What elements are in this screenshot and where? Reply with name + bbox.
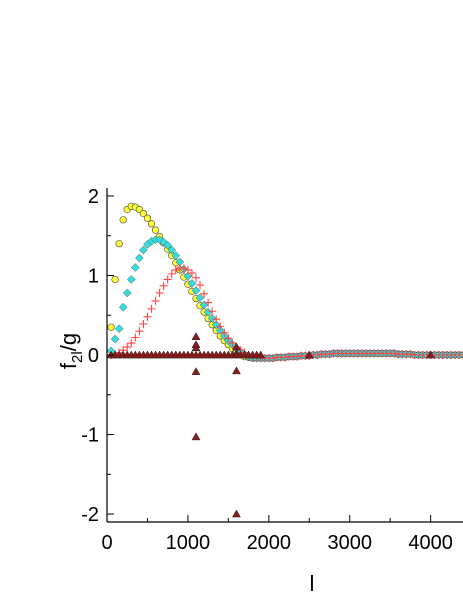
data-point xyxy=(167,269,176,278)
data-point xyxy=(313,351,322,359)
data-point xyxy=(171,251,181,260)
data-point xyxy=(390,349,399,358)
data-point xyxy=(224,334,233,343)
data-point xyxy=(256,350,266,359)
x-axis-title: l xyxy=(310,571,315,596)
data-point xyxy=(268,354,277,363)
data-point xyxy=(107,323,115,331)
y-tick-label: 0 xyxy=(88,345,99,367)
data-point xyxy=(163,240,173,250)
data-point xyxy=(212,315,221,324)
data-point xyxy=(183,265,192,274)
data-point xyxy=(191,286,201,295)
data-point xyxy=(131,333,140,342)
data-point xyxy=(179,264,188,273)
data-point xyxy=(200,289,209,298)
data-point xyxy=(183,271,193,281)
y-axis-title-tail: /g xyxy=(56,333,81,351)
data-point xyxy=(192,273,200,282)
data-point xyxy=(293,352,302,361)
data-point xyxy=(114,324,124,334)
axes xyxy=(106,188,463,523)
data-point xyxy=(139,209,148,218)
data-point xyxy=(159,281,168,290)
x-tick-label: 1000 xyxy=(166,532,211,554)
data-point xyxy=(232,366,241,375)
data-point xyxy=(232,509,241,518)
data-point xyxy=(304,350,314,359)
y-axis-title-sub: 2l xyxy=(69,351,86,363)
data-point xyxy=(123,343,132,352)
y-axis-title: f2l/g xyxy=(56,333,86,369)
data-point xyxy=(143,214,152,222)
data-point xyxy=(151,226,160,234)
data-point xyxy=(115,240,123,248)
data-point xyxy=(195,293,205,303)
x-tick-label: 2000 xyxy=(247,532,292,554)
data-point xyxy=(143,312,152,321)
data-point xyxy=(281,353,289,362)
data-point xyxy=(155,288,164,297)
data-point xyxy=(147,220,156,228)
data-point xyxy=(122,288,132,298)
data-point xyxy=(191,340,201,348)
data-point xyxy=(325,350,334,359)
data-point xyxy=(163,275,172,284)
data-point xyxy=(118,302,128,312)
y-tick-label: 1 xyxy=(88,265,99,287)
data-point xyxy=(406,350,415,359)
data-point xyxy=(191,367,201,375)
data-point xyxy=(139,245,148,255)
data-point xyxy=(191,332,201,340)
data-point xyxy=(216,322,225,331)
data-point xyxy=(171,265,180,274)
x-tick-label: 3000 xyxy=(327,532,372,554)
y-tick-label: 2 xyxy=(88,186,99,208)
data-point xyxy=(135,327,144,336)
y-axis-title-main: f xyxy=(56,362,81,369)
y-tick-label: -2 xyxy=(81,504,99,526)
x-tick-label: 0 xyxy=(101,532,112,554)
data-point xyxy=(135,253,144,263)
data-point xyxy=(232,342,241,351)
data-point xyxy=(110,334,120,344)
data-point xyxy=(187,279,197,288)
data-point xyxy=(228,339,237,348)
data-point xyxy=(196,281,205,290)
data-point xyxy=(127,339,136,348)
tick-labels: 0 1000 2000 3000 4000 -2 -1 0 1 2 xyxy=(81,186,453,554)
data-point xyxy=(187,269,196,278)
data-point xyxy=(459,351,463,359)
data-point xyxy=(426,350,436,359)
data-point xyxy=(139,319,148,328)
data-point xyxy=(204,298,213,307)
x-tick-label: 4000 xyxy=(408,532,453,554)
data-point xyxy=(208,307,217,316)
data-point xyxy=(126,275,136,284)
data-point xyxy=(111,275,119,284)
data-point xyxy=(151,296,160,305)
data-point xyxy=(130,263,140,272)
data-point xyxy=(191,432,201,441)
data-point xyxy=(147,304,156,313)
y-tick-label: -1 xyxy=(81,425,99,447)
data-point xyxy=(207,314,217,323)
data-point xyxy=(220,328,229,337)
data-marks xyxy=(106,202,463,518)
data-point xyxy=(119,216,127,224)
data-point xyxy=(167,245,177,255)
